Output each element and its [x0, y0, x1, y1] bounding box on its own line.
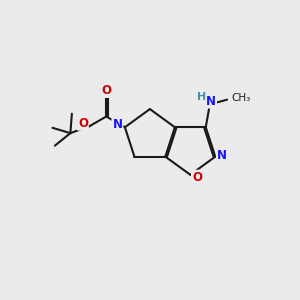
- Text: N: N: [217, 148, 227, 162]
- Text: N: N: [206, 95, 216, 108]
- Text: H: H: [197, 92, 206, 102]
- Text: O: O: [78, 117, 88, 130]
- Text: CH₃: CH₃: [232, 93, 251, 103]
- Text: O: O: [101, 84, 111, 97]
- Text: O: O: [192, 171, 202, 184]
- Text: N: N: [112, 118, 122, 131]
